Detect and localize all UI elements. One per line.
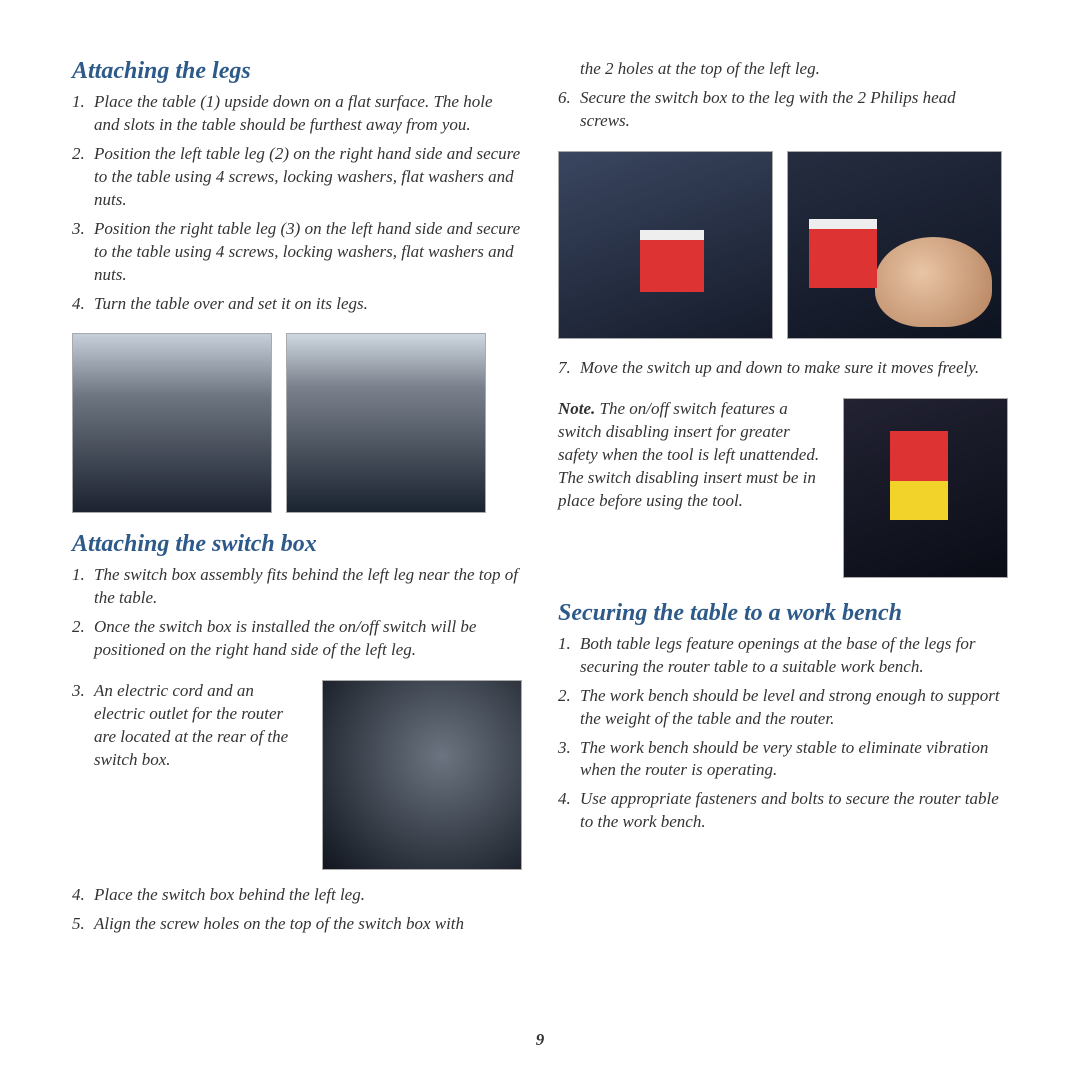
list-item: Place the table (1) upside down on a fla… [72, 91, 522, 137]
list-item: Both table legs feature openings at the … [558, 633, 1008, 679]
image-row-legs [72, 333, 522, 513]
list-item: Secure the switch box to the leg with th… [558, 87, 1008, 133]
page-number: 9 [0, 1030, 1080, 1050]
list-attaching-legs: Place the table (1) upside down on a fla… [72, 91, 522, 315]
figure-switch-mounted [558, 151, 773, 339]
list-item: Place the switch box behind the left leg… [72, 884, 522, 907]
figure-table-leg [286, 333, 486, 513]
figure-electric-cord [322, 680, 522, 870]
figure-hand-switch [787, 151, 1002, 339]
list-item-5-continuation: the 2 holes at the top of the left leg. [558, 58, 1008, 81]
list-item: Turn the table over and set it on its le… [72, 293, 522, 316]
list-item: Position the left table leg (2) on the r… [72, 143, 522, 212]
list-item: Once the switch box is installed the on/… [72, 616, 522, 662]
heading-securing-table: Securing the table to a work bench [558, 600, 1008, 627]
note-text: The on/off switch features a switch disa… [558, 399, 819, 510]
list-item-7: Move the switch up and down to make sure… [558, 357, 1008, 380]
list-item: Use appropriate fasteners and bolts to s… [558, 788, 1008, 834]
list-item-3-wrapper: An electric cord and an electric outlet … [72, 680, 308, 790]
list-switch-box-b: Place the switch box behind the left leg… [72, 884, 522, 936]
note-label: Note. [558, 399, 595, 418]
list-item: Position the right table leg (3) on the … [72, 218, 522, 287]
heading-attaching-legs: Attaching the legs [72, 58, 522, 85]
list-item: An electric cord and an electric outlet … [72, 680, 308, 772]
figure-table-upside-down [72, 333, 272, 513]
left-column: Attaching the legs Place the table (1) u… [72, 58, 522, 954]
list-switch-box-a: The switch box assembly fits behind the … [72, 564, 522, 662]
image-row-switch [558, 151, 1008, 339]
list-item: Move the switch up and down to make sure… [558, 357, 1008, 380]
list-switch-box-cont: Secure the switch box to the leg with th… [558, 87, 1008, 133]
item3-with-image: An electric cord and an electric outlet … [72, 680, 522, 870]
right-column: the 2 holes at the top of the left leg. … [558, 58, 1008, 954]
heading-attaching-switch-box: Attaching the switch box [72, 531, 522, 558]
list-item: The work bench should be level and stron… [558, 685, 1008, 731]
note-with-image: Note. The on/off switch features a switc… [558, 398, 1008, 578]
list-item: Align the screw holes on the top of the … [72, 913, 522, 936]
note-block: Note. The on/off switch features a switc… [558, 398, 829, 513]
list-item: The switch box assembly fits behind the … [72, 564, 522, 610]
two-column-layout: Attaching the legs Place the table (1) u… [72, 58, 1008, 954]
list-securing-table: Both table legs feature openings at the … [558, 633, 1008, 835]
figure-switch-lock [843, 398, 1008, 578]
list-item: The work bench should be very stable to … [558, 737, 1008, 783]
